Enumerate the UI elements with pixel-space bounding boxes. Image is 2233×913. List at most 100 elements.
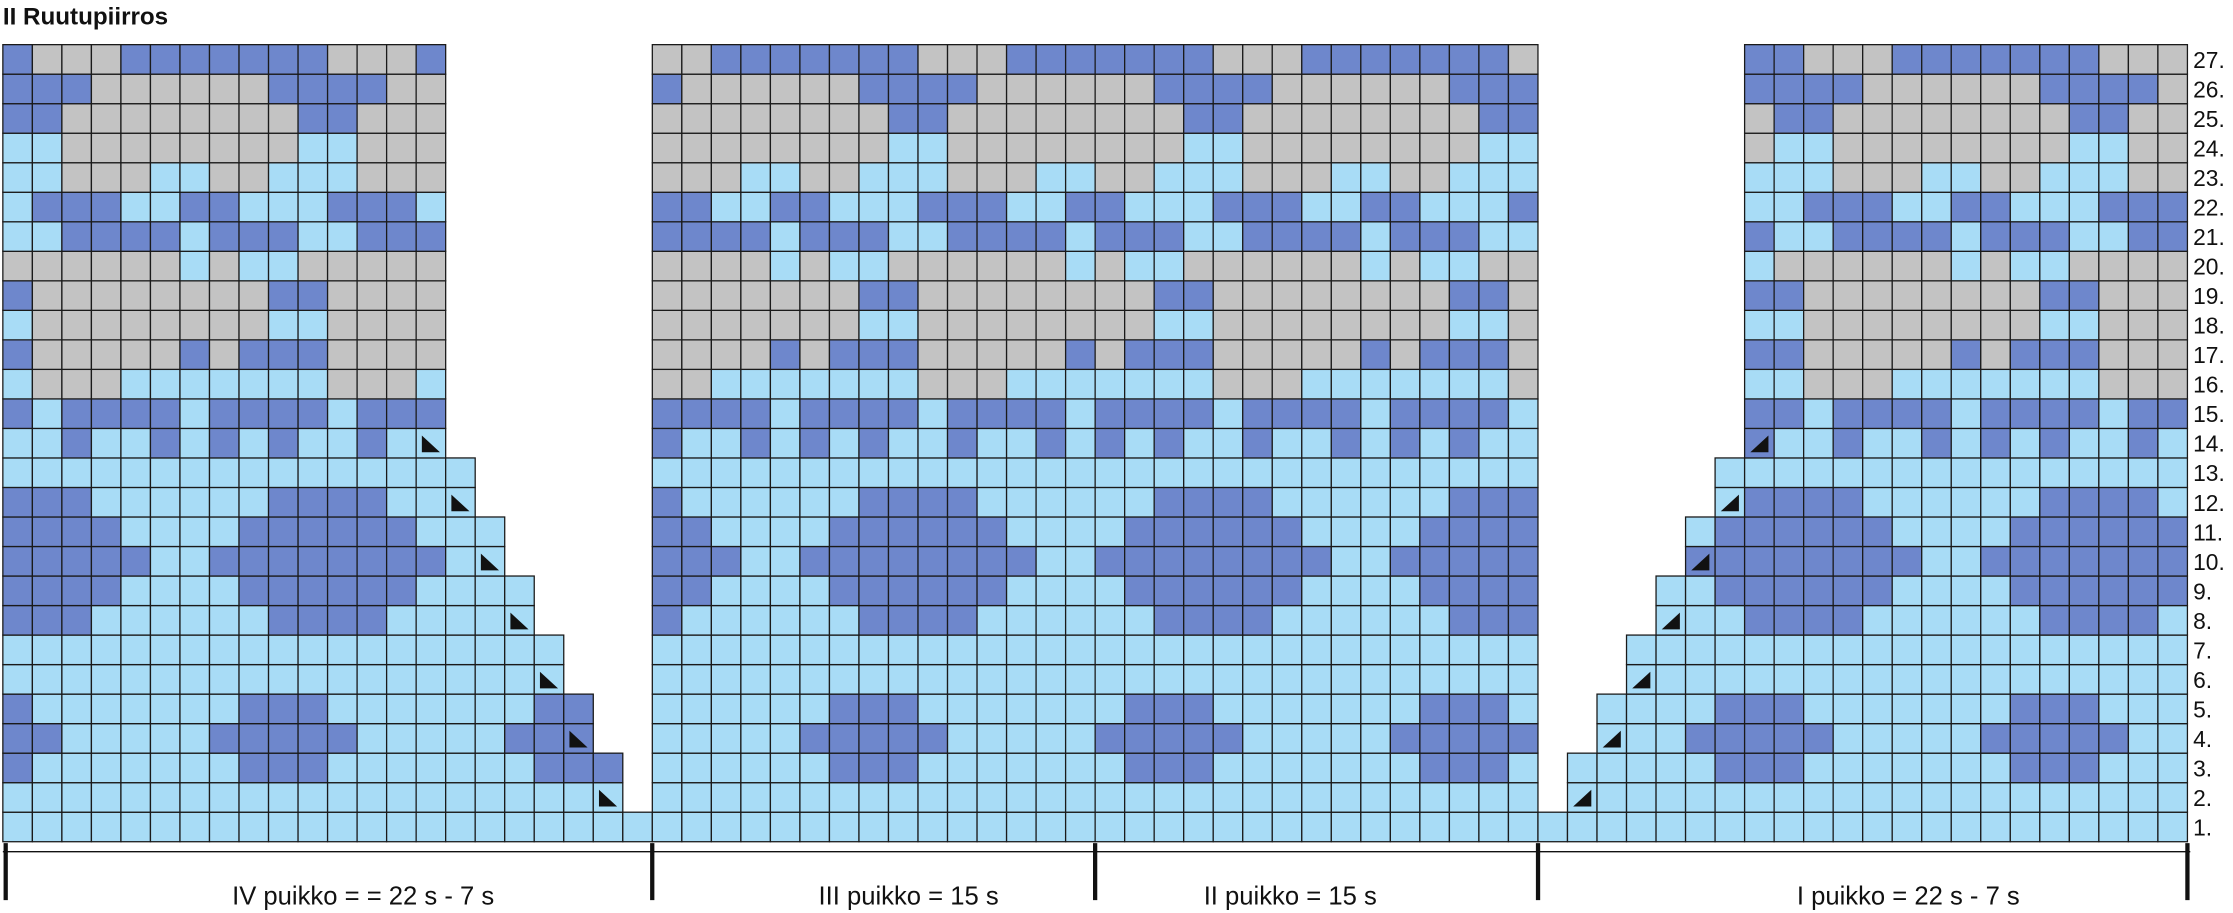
chart-cell — [1183, 132, 1214, 164]
chart-cell — [1478, 339, 1510, 371]
chart-cell — [90, 103, 122, 134]
chart-cell — [326, 280, 358, 311]
chart-cell — [1921, 44, 1952, 75]
chart-cell — [445, 457, 476, 489]
chart-cell — [1950, 191, 1982, 223]
chart-cell — [2098, 309, 2130, 341]
chart-cell — [2098, 722, 2130, 754]
chart-cell — [208, 516, 240, 548]
chart-cell — [1124, 516, 1155, 548]
chart-cell — [828, 398, 860, 430]
chart-cell — [1507, 545, 1539, 577]
chart-cell — [1507, 191, 1539, 223]
chart-cell — [1891, 457, 1923, 489]
chart-cell — [799, 693, 831, 725]
chart-cell — [179, 545, 211, 577]
chart-cell — [2157, 634, 2189, 666]
chart-cell — [769, 811, 801, 843]
chart-cell — [2157, 250, 2189, 282]
chart-cell — [1419, 103, 1451, 134]
chart-cell — [2098, 663, 2130, 695]
chart-cell — [2039, 427, 2070, 459]
chart-cell — [1035, 103, 1067, 134]
chart-cell — [208, 191, 240, 223]
chart-cell — [681, 368, 713, 400]
chart-cell — [2127, 811, 2159, 843]
chart-cell — [1832, 103, 1864, 134]
chart-cell — [887, 516, 919, 548]
chart-cell — [828, 191, 860, 223]
chart-cell — [326, 162, 358, 193]
chart-cell — [917, 309, 949, 341]
chart-cell — [858, 545, 890, 577]
chart-cell — [2098, 221, 2130, 252]
chart-cell — [326, 634, 358, 666]
chart-cell — [681, 516, 713, 548]
chart-cell — [2127, 663, 2159, 695]
chart-cell — [2157, 339, 2189, 371]
chart-cell — [208, 545, 240, 577]
chart-cell — [149, 368, 181, 400]
chart-cell — [1684, 811, 1716, 843]
chart-cell — [946, 250, 978, 282]
chart-cell — [415, 811, 447, 843]
chart-cell — [2, 250, 34, 282]
chart-cell — [681, 44, 713, 75]
chart-cell — [326, 73, 358, 105]
chart-cell — [2098, 634, 2130, 666]
chart-cell — [2098, 339, 2130, 371]
chart-cell — [1507, 339, 1539, 371]
chart-cell — [1330, 73, 1362, 105]
chart-cell — [120, 516, 152, 548]
chart-cell — [740, 782, 772, 813]
chart-cell — [2127, 457, 2159, 489]
chart-cell — [1419, 339, 1451, 371]
chart-cell — [179, 191, 211, 223]
chart-cell — [1862, 280, 1893, 311]
chart-cell — [385, 221, 417, 252]
chart-cell — [651, 811, 683, 843]
chart-cell — [681, 250, 713, 282]
chart-cell — [31, 103, 63, 134]
chart-cell — [61, 545, 93, 577]
chart-cell — [267, 368, 299, 400]
chart-cell — [1094, 575, 1126, 607]
chart-cell — [976, 398, 1008, 430]
chart-cell — [1005, 575, 1037, 607]
chart-cell — [1891, 693, 1923, 725]
chart-cell — [31, 457, 63, 489]
chart-cell — [1743, 221, 1775, 252]
chart-cell — [1448, 427, 1480, 459]
chart-cell — [1360, 162, 1391, 193]
chart-cell — [2009, 752, 2041, 784]
chart-cell — [61, 191, 93, 223]
chart-cell — [1153, 191, 1185, 223]
chart-cell — [1743, 398, 1775, 430]
chart-cell — [1212, 693, 1244, 725]
chart-cell — [1773, 368, 1805, 400]
chart-cell — [976, 811, 1008, 843]
chart-cell — [917, 722, 949, 754]
chart-cell — [828, 339, 860, 371]
chart-cell — [1980, 191, 2011, 223]
chart-cell — [2127, 132, 2159, 164]
chart-cell — [238, 575, 270, 607]
chart-cell — [1478, 752, 1510, 784]
chart-cell — [946, 634, 978, 666]
chart-cell — [267, 73, 299, 105]
chart-cell — [1862, 663, 1893, 695]
chart-cell — [1448, 634, 1480, 666]
chart-cell — [1950, 811, 1982, 843]
chart-cell — [120, 44, 152, 75]
chart-cell — [1448, 191, 1480, 223]
chart-cell — [297, 545, 329, 577]
chart-cell — [61, 604, 93, 636]
chart-cell — [208, 634, 240, 666]
chart-cell — [2, 575, 34, 607]
chart-cell — [1566, 752, 1598, 784]
chart-cell — [267, 811, 299, 843]
chart-cell — [799, 44, 831, 75]
chart-cell — [1743, 604, 1775, 636]
chart-cell — [2068, 634, 2100, 666]
chart-cell — [2157, 486, 2189, 518]
